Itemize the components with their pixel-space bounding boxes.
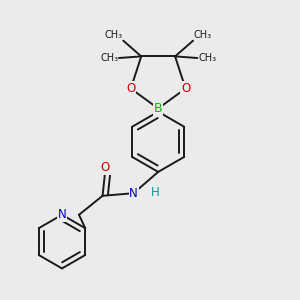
Text: H: H [151,186,159,199]
Text: N: N [58,208,66,221]
Text: CH₃: CH₃ [104,30,123,40]
Text: B: B [154,102,163,115]
Text: CH₃: CH₃ [194,30,212,40]
Text: O: O [181,82,190,95]
Text: N: N [129,187,138,200]
Text: CH₃: CH₃ [198,53,216,63]
Text: CH₃: CH₃ [100,53,118,63]
Text: O: O [100,161,110,174]
Text: O: O [126,82,135,95]
